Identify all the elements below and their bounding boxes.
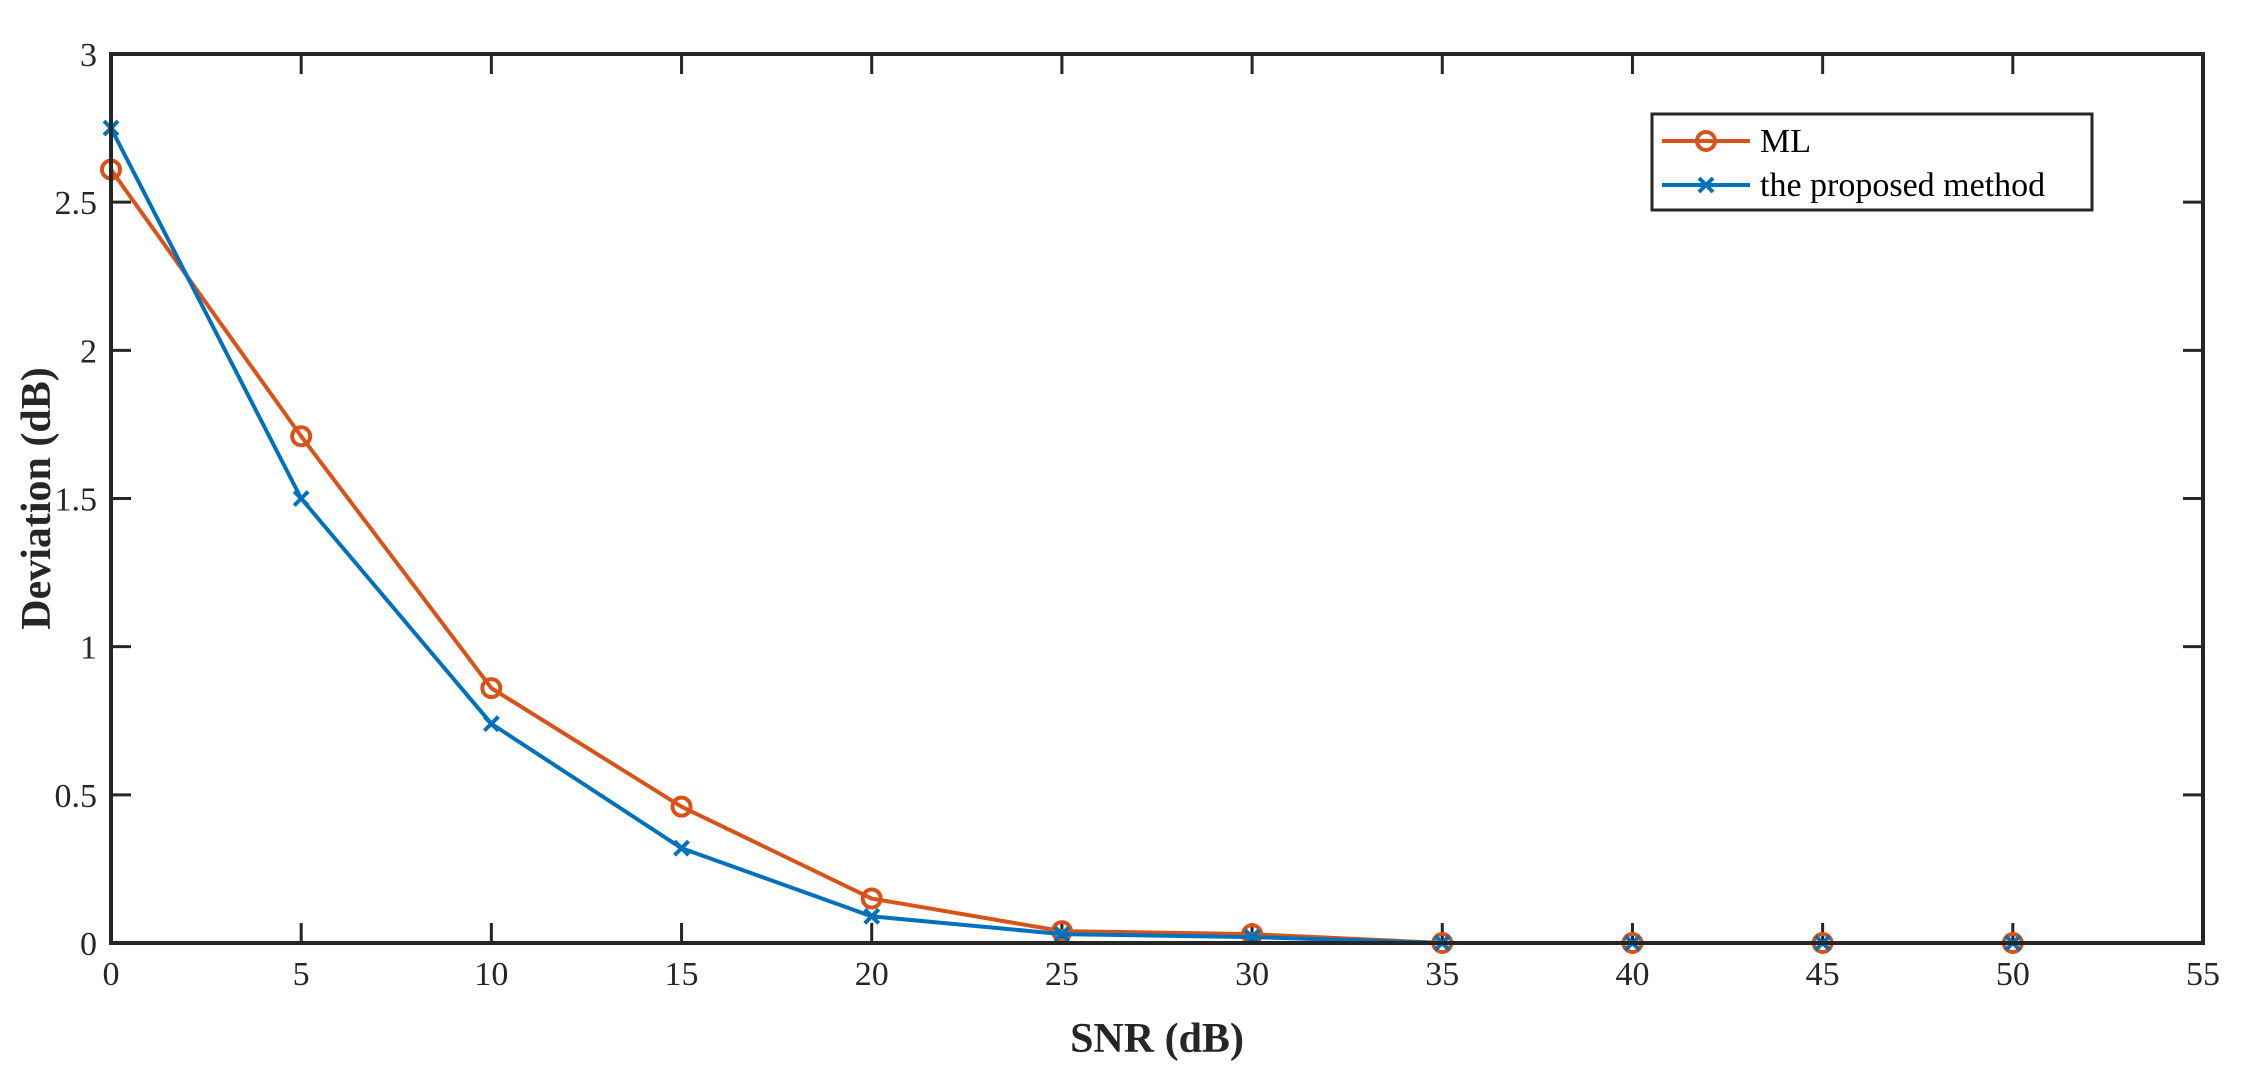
y-tick-label: 3: [80, 37, 97, 74]
data-point: [1050, 920, 1073, 943]
data-point: [1053, 925, 1071, 943]
legend: ML the proposed method: [1650, 112, 2094, 212]
x-tick-label: 10: [474, 956, 508, 993]
data-point: [670, 795, 693, 818]
axes-box: [109, 52, 2205, 945]
x-tick-label: 30: [1235, 956, 1269, 993]
x-tick-label: 50: [1996, 956, 2030, 993]
legend-marker: [1695, 130, 1717, 152]
legend-entry: ML: [1662, 123, 1811, 160]
y-tick-label: 0: [80, 926, 97, 963]
legend-label: the proposed method: [1760, 167, 2045, 204]
y-axis-label: Deviation (dB): [14, 367, 60, 630]
legend-label: ML: [1760, 123, 1811, 160]
y-tick-label: 2.5: [55, 185, 98, 222]
x-tick-label: 25: [1045, 956, 1079, 993]
x-tick-label: 40: [1615, 956, 1649, 993]
legend-entry: the proposed method: [1662, 167, 2045, 204]
tick-labels-layer: 0 5 10 15 20 25 30 35 40 45 50 55 0 0.5 1 1.5 2 2.5 3: [55, 37, 2221, 993]
data-point: [480, 677, 503, 700]
y-tick-label: 2: [80, 333, 97, 370]
data-point: [863, 907, 881, 925]
x-tick-label: 0: [103, 956, 120, 993]
data-point: [292, 490, 310, 507]
data-point: [290, 425, 313, 448]
legend-marker: [1697, 176, 1715, 194]
y-tick-label: 1.5: [55, 482, 98, 519]
x-tick-label: 45: [1806, 956, 1840, 993]
x-tick-label: 5: [293, 956, 310, 993]
data-point: [860, 887, 883, 910]
legend-box: [1650, 112, 2094, 212]
x-tick-label: 20: [855, 956, 889, 993]
data-point: [673, 839, 690, 857]
x-tick-label: 55: [2186, 956, 2220, 993]
x-axis-label: SNR (dB): [1070, 1016, 1244, 1062]
data-point: [482, 715, 500, 733]
x-tick-label: 15: [665, 956, 699, 993]
y-tick-label: 1: [80, 630, 97, 667]
x-tick-label: 35: [1425, 956, 1459, 993]
y-tick-label: 0.5: [55, 778, 98, 815]
